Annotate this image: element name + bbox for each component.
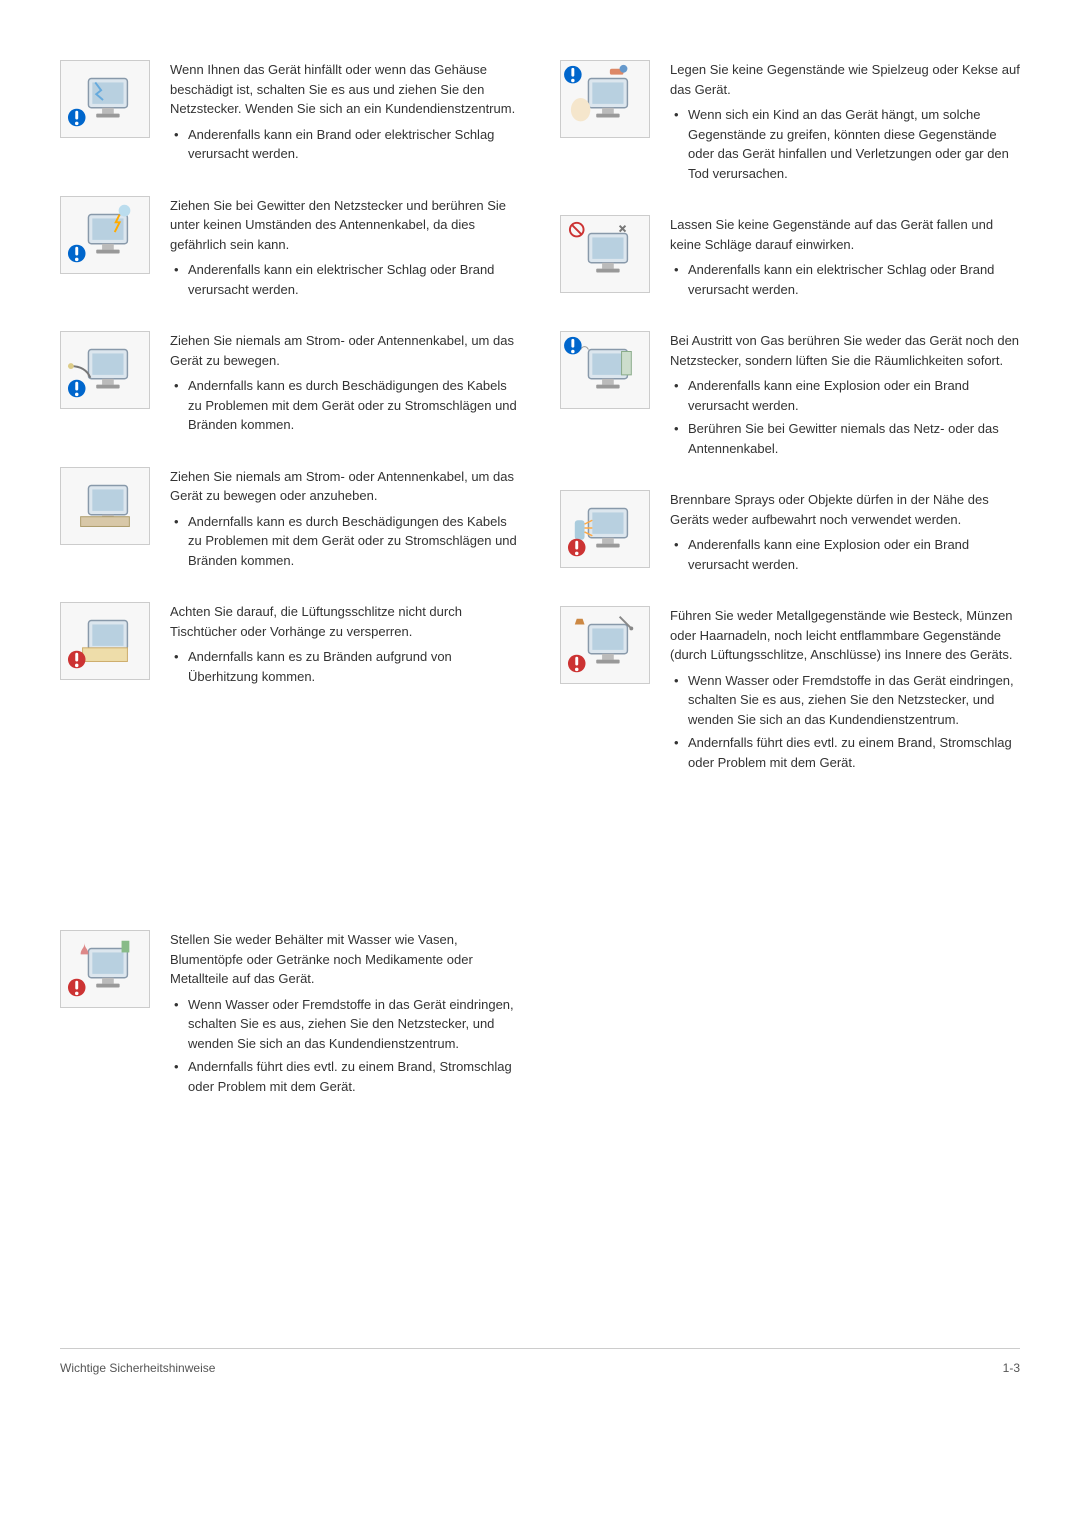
item-bullet: Andernfalls kann es durch Beschädigungen… (170, 376, 520, 435)
right-item: Legen Sie keine Gegenstände wie Spielzeu… (560, 60, 1020, 187)
footer-page: 1-3 (1003, 1359, 1020, 1377)
item-bullet-list: Wenn Wasser oder Fremdstoffe in das Gerä… (170, 995, 520, 1097)
monitor-spray-icon (560, 490, 650, 568)
item-content: Wenn Ihnen das Gerät hinfällt oder wenn … (170, 60, 520, 168)
item-bullet-list: Anderenfalls kann eine Explosion oder ei… (670, 535, 1020, 574)
item-main-text: Führen Sie weder Metallgegenstände wie B… (670, 606, 1020, 665)
item-main-text: Achten Sie darauf, die Lüftungsschlitze … (170, 602, 520, 641)
item-content: Legen Sie keine Gegenstände wie Spielzeu… (670, 60, 1020, 187)
item-bullet-list: Wenn sich ein Kind an das Gerät hängt, u… (670, 105, 1020, 183)
item-content: Führen Sie weder Metallgegenstände wie B… (670, 606, 1020, 776)
monitor-vase-icon (60, 930, 150, 1008)
item-bullet: Andernfalls kann es durch Beschädigungen… (170, 512, 520, 571)
right-item: Bei Austritt von Gas berühren Sie weder … (560, 331, 1020, 462)
item-bullet: Anderenfalls kann ein Brand oder elektri… (170, 125, 520, 164)
left-column: Wenn Ihnen das Gerät hinfällt oder wenn … (60, 60, 520, 1128)
item-main-text: Wenn Ihnen das Gerät hinfällt oder wenn … (170, 60, 520, 119)
page-footer: Wichtige Sicherheitshinweise 1-3 (60, 1348, 1020, 1377)
item-main-text: Legen Sie keine Gegenstände wie Spielzeu… (670, 60, 1020, 99)
monitor-broken-icon (60, 60, 150, 138)
monitor-lift-icon (60, 467, 150, 545)
item-main-text: Stellen Sie weder Behälter mit Wasser wi… (170, 930, 520, 989)
right-item: Lassen Sie keine Gegenstände auf das Ger… (560, 215, 1020, 303)
item-bullet-list: Anderenfalls kann ein Brand oder elektri… (170, 125, 520, 164)
right-column: Legen Sie keine Gegenstände wie Spielzeu… (560, 60, 1020, 1128)
item-bullet-list: Andernfalls kann es zu Bränden aufgrund … (170, 647, 520, 686)
item-content: Ziehen Sie niemals am Strom- oder Antenn… (170, 467, 520, 575)
monitor-drop-icon (560, 215, 650, 293)
left-item: Ziehen Sie bei Gewitter den Netzstecker … (60, 196, 520, 304)
item-bullet: Andernfalls führt dies evtl. zu einem Br… (170, 1057, 520, 1096)
footer-title: Wichtige Sicherheitshinweise (60, 1359, 215, 1377)
item-bullet: Berühren Sie bei Gewitter niemals das Ne… (670, 419, 1020, 458)
right-item: Brennbare Sprays oder Objekte dürfen in … (560, 490, 1020, 578)
monitor-metal-icon (560, 606, 650, 684)
item-bullet-list: Andernfalls kann es durch Beschädigungen… (170, 376, 520, 435)
item-content: Bei Austritt von Gas berühren Sie weder … (670, 331, 1020, 462)
item-bullet-list: Anderenfalls kann ein elektrischer Schla… (670, 260, 1020, 299)
left-item: Wenn Ihnen das Gerät hinfällt oder wenn … (60, 60, 520, 168)
item-content: Brennbare Sprays oder Objekte dürfen in … (670, 490, 1020, 578)
item-bullet: Wenn Wasser oder Fremdstoffe in das Gerä… (670, 671, 1020, 730)
monitor-vent-icon (60, 602, 150, 680)
item-content: Ziehen Sie bei Gewitter den Netzstecker … (170, 196, 520, 304)
item-content: Ziehen Sie niemals am Strom- oder Antenn… (170, 331, 520, 439)
item-bullet-list: Anderenfalls kann eine Explosion oder ei… (670, 376, 1020, 458)
right-item: Führen Sie weder Metallgegenstände wie B… (560, 606, 1020, 776)
item-bullet: Anderenfalls kann ein elektrischer Schla… (670, 260, 1020, 299)
monitor-toy-icon (560, 60, 650, 138)
item-main-text: Ziehen Sie bei Gewitter den Netzstecker … (170, 196, 520, 255)
left-item: Achten Sie darauf, die Lüftungsschlitze … (60, 602, 520, 690)
two-column-layout: Wenn Ihnen das Gerät hinfällt oder wenn … (60, 60, 1020, 1128)
monitor-storm-icon (60, 196, 150, 274)
item-bullet-list: Andernfalls kann es durch Beschädigungen… (170, 512, 520, 571)
item-bullet: Andernfalls führt dies evtl. zu einem Br… (670, 733, 1020, 772)
monitor-gas-icon (560, 331, 650, 409)
item-bullet: Anderenfalls kann eine Explosion oder ei… (670, 535, 1020, 574)
item-main-text: Brennbare Sprays oder Objekte dürfen in … (670, 490, 1020, 529)
item-bullet: Andernfalls kann es zu Bränden aufgrund … (170, 647, 520, 686)
item-content: Lassen Sie keine Gegenstände auf das Ger… (670, 215, 1020, 303)
item-main-text: Ziehen Sie niemals am Strom- oder Antenn… (170, 467, 520, 506)
item-bullet: Anderenfalls kann eine Explosion oder ei… (670, 376, 1020, 415)
item-main-text: Bei Austritt von Gas berühren Sie weder … (670, 331, 1020, 370)
item-main-text: Ziehen Sie niemals am Strom- oder Antenn… (170, 331, 520, 370)
left-item: Stellen Sie weder Behälter mit Wasser wi… (60, 930, 520, 1100)
item-bullet: Anderenfalls kann ein elektrischer Schla… (170, 260, 520, 299)
monitor-pull-icon (60, 331, 150, 409)
item-bullet-list: Anderenfalls kann ein elektrischer Schla… (170, 260, 520, 299)
item-content: Achten Sie darauf, die Lüftungsschlitze … (170, 602, 520, 690)
left-item: Ziehen Sie niemals am Strom- oder Antenn… (60, 331, 520, 439)
item-main-text: Lassen Sie keine Gegenstände auf das Ger… (670, 215, 1020, 254)
item-bullet: Wenn sich ein Kind an das Gerät hängt, u… (670, 105, 1020, 183)
item-content: Stellen Sie weder Behälter mit Wasser wi… (170, 930, 520, 1100)
left-item: Ziehen Sie niemals am Strom- oder Antenn… (60, 467, 520, 575)
item-bullet-list: Wenn Wasser oder Fremdstoffe in das Gerä… (670, 671, 1020, 773)
item-bullet: Wenn Wasser oder Fremdstoffe in das Gerä… (170, 995, 520, 1054)
